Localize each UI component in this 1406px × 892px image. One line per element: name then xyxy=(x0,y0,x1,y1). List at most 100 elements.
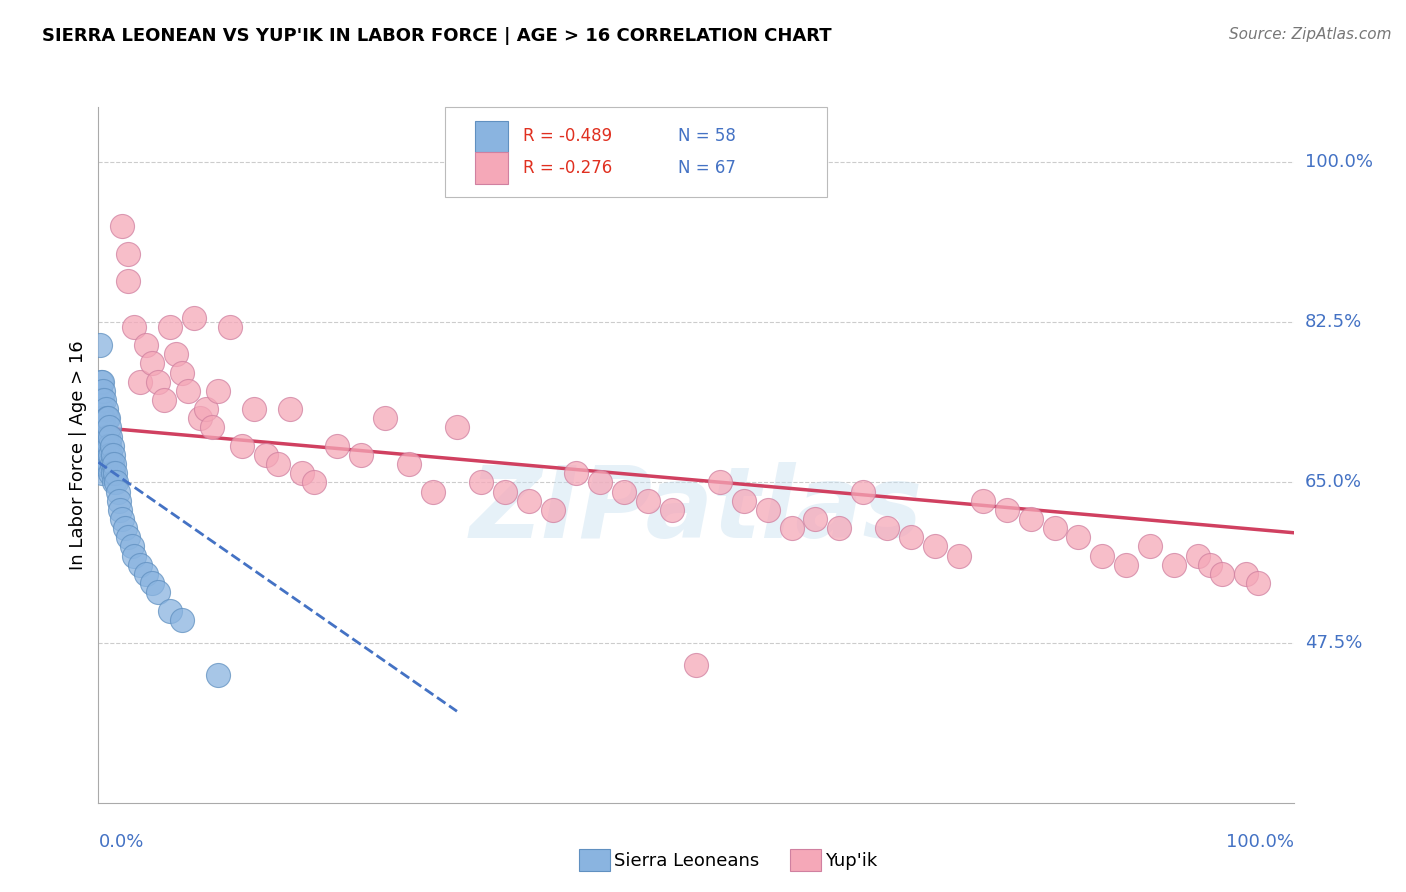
Point xyxy=(900,530,922,544)
Point xyxy=(117,246,139,260)
Text: 100.0%: 100.0% xyxy=(1226,833,1294,851)
Text: 47.5%: 47.5% xyxy=(1305,633,1362,651)
Point xyxy=(756,503,779,517)
Point xyxy=(89,448,111,462)
Text: 82.5%: 82.5% xyxy=(1305,313,1362,331)
Point xyxy=(103,475,125,490)
Point xyxy=(98,429,122,443)
Point xyxy=(90,402,112,417)
Point xyxy=(97,448,120,462)
Bar xyxy=(475,121,509,153)
Point xyxy=(302,475,325,490)
Point xyxy=(91,467,114,481)
Point xyxy=(129,375,152,389)
FancyBboxPatch shape xyxy=(444,107,827,197)
Point xyxy=(828,521,851,535)
Point xyxy=(470,475,492,490)
Point xyxy=(446,420,468,434)
Point xyxy=(201,420,224,434)
Point xyxy=(97,429,120,443)
Point xyxy=(98,439,121,453)
Point xyxy=(1019,512,1042,526)
Point xyxy=(398,457,420,471)
Point xyxy=(637,493,659,508)
Point xyxy=(93,392,115,407)
Text: R = -0.489: R = -0.489 xyxy=(523,128,612,145)
Point xyxy=(565,467,588,481)
Point xyxy=(517,493,540,508)
Point xyxy=(1067,530,1090,544)
Point xyxy=(231,439,253,453)
Point xyxy=(117,274,139,288)
Point xyxy=(148,375,170,389)
Point xyxy=(107,484,129,499)
Point xyxy=(91,429,114,443)
Point xyxy=(91,375,114,389)
Point xyxy=(876,521,898,535)
Point xyxy=(124,319,146,334)
Point xyxy=(422,484,444,499)
Text: SIERRA LEONEAN VS YUP'IK IN LABOR FORCE | AGE > 16 CORRELATION CHART: SIERRA LEONEAN VS YUP'IK IN LABOR FORCE … xyxy=(42,27,832,45)
Point xyxy=(254,448,277,462)
Point xyxy=(1234,566,1257,581)
Point xyxy=(90,429,112,443)
Point xyxy=(159,319,181,334)
Point xyxy=(780,521,803,535)
Point xyxy=(111,219,134,233)
Text: N = 58: N = 58 xyxy=(678,128,735,145)
Point xyxy=(350,448,373,462)
Point xyxy=(267,457,290,471)
Point xyxy=(207,384,229,398)
Point xyxy=(114,521,136,535)
Point xyxy=(121,540,143,554)
Point xyxy=(194,402,217,417)
Point xyxy=(1187,549,1209,563)
Point xyxy=(188,411,211,425)
Point xyxy=(1091,549,1114,563)
Text: ZIPatlas: ZIPatlas xyxy=(470,462,922,559)
Point xyxy=(108,503,131,517)
Point xyxy=(96,411,118,425)
Point xyxy=(326,439,349,453)
Point xyxy=(94,429,117,443)
Point xyxy=(135,566,157,581)
Point xyxy=(1115,558,1137,572)
Text: 65.0%: 65.0% xyxy=(1305,474,1361,491)
Point xyxy=(219,319,242,334)
Point xyxy=(278,402,301,417)
Point xyxy=(177,384,200,398)
Point xyxy=(107,493,129,508)
Point xyxy=(103,457,125,471)
Point xyxy=(94,402,117,417)
Point xyxy=(172,613,194,627)
Point xyxy=(541,503,564,517)
Text: Sierra Leoneans: Sierra Leoneans xyxy=(614,852,759,870)
Point xyxy=(153,392,176,407)
Point xyxy=(91,411,114,425)
Point xyxy=(94,457,117,471)
Point xyxy=(290,467,312,481)
Point xyxy=(243,402,266,417)
Point xyxy=(207,667,229,681)
Point xyxy=(148,585,170,599)
Point xyxy=(172,366,194,380)
Point xyxy=(733,493,755,508)
Point xyxy=(685,658,707,673)
Point xyxy=(90,457,112,471)
Point xyxy=(494,484,516,499)
Point xyxy=(183,310,205,325)
Point xyxy=(91,411,114,425)
Bar xyxy=(475,153,509,184)
Point xyxy=(374,411,396,425)
Point xyxy=(91,392,114,407)
Point xyxy=(97,411,120,425)
Text: Yup'ik: Yup'ik xyxy=(825,852,877,870)
Point xyxy=(165,347,187,361)
Point xyxy=(105,475,128,490)
Point xyxy=(1211,566,1233,581)
Point xyxy=(104,467,127,481)
Point xyxy=(661,503,683,517)
Point xyxy=(101,448,124,462)
Point xyxy=(91,457,114,471)
Point xyxy=(924,540,946,554)
